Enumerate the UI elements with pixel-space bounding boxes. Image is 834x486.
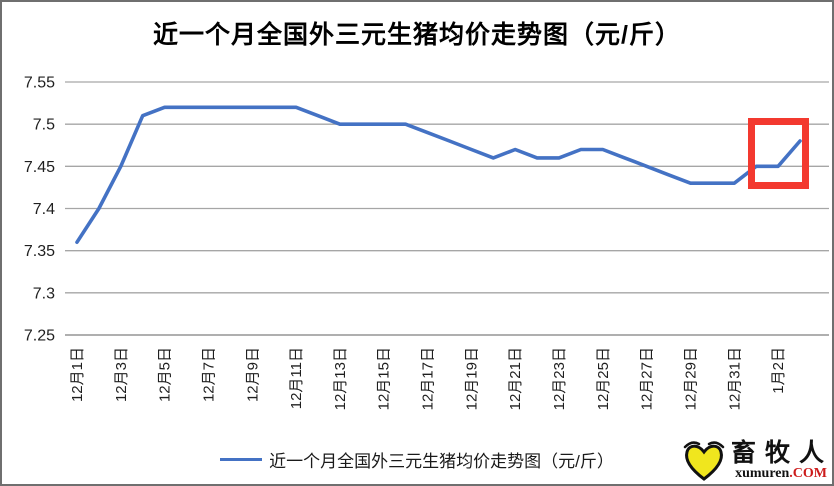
y-tick-label: 7.5 — [33, 117, 55, 134]
x-tick-label: 12月31日 — [726, 347, 743, 410]
heart-icon — [683, 441, 725, 481]
x-tick-label: 12月19日 — [463, 347, 480, 410]
legend: 近一个月全国外三元生猪均价走势图（元/斤） — [2, 446, 832, 472]
y-tick-label: 7.4 — [33, 201, 55, 218]
y-tick-label: 7.35 — [24, 243, 55, 260]
logo-name: 畜牧人 — [730, 439, 833, 467]
xumuren-logo: 畜牧人 xumuren.COM — [677, 440, 827, 482]
x-tick-label: 12月25日 — [595, 347, 612, 410]
logo-tld: .COM — [789, 466, 827, 481]
x-tick-label: 12月11日 — [288, 347, 305, 409]
x-tick-label: 12月1日 — [69, 347, 86, 402]
legend-label: 近一个月全国外三元生猪均价走势图（元/斤） — [269, 451, 614, 471]
x-tick-label: 12月27日 — [639, 347, 656, 410]
x-tick-label: 12月7日 — [200, 347, 217, 402]
legend-line-swatch — [220, 457, 263, 461]
x-tick-label: 12月9日 — [244, 347, 261, 402]
y-tick-label: 7.55 — [24, 75, 55, 92]
logo-text: 畜牧人 xumuren.COM — [731, 441, 827, 481]
x-tick-label: 1月2日 — [770, 347, 787, 394]
logo-url: xumuren.COM — [735, 467, 827, 481]
x-tick-label: 12月23日 — [551, 347, 568, 410]
x-tick-label: 12月13日 — [332, 347, 349, 410]
logo-domain: xumuren — [735, 466, 790, 481]
y-tick-label: 7.3 — [33, 285, 55, 302]
x-tick-label: 12月3日 — [113, 347, 130, 402]
x-tick-label: 12月29日 — [682, 347, 699, 410]
chart-title: 近一个月全国外三元生猪均价走势图（元/斤） — [153, 21, 681, 49]
price-line-series — [75, 105, 802, 244]
x-tick-label: 12月5日 — [157, 347, 174, 402]
y-tick-label: 7.25 — [24, 328, 55, 345]
x-tick-label: 12月21日 — [507, 347, 524, 410]
highlight-box — [748, 118, 809, 189]
y-tick-label: 7.45 — [24, 159, 55, 176]
x-tick-label: 12月15日 — [376, 347, 393, 410]
x-tick-label: 12月17日 — [420, 347, 437, 410]
